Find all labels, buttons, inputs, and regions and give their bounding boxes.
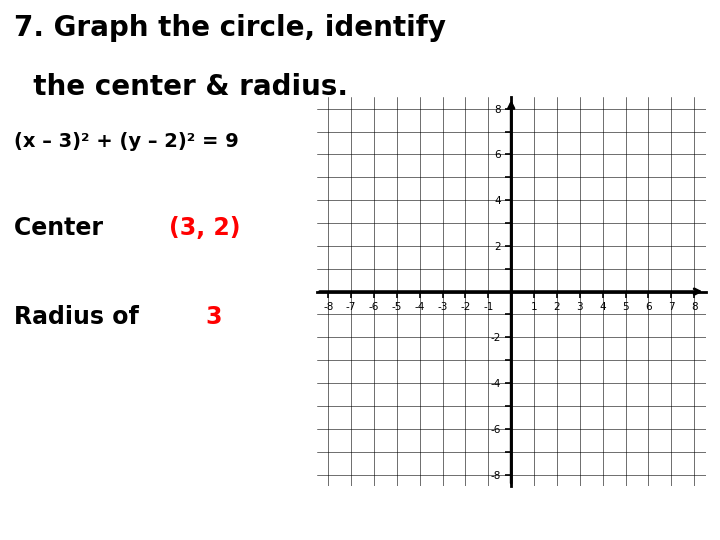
Text: 7. Graph the circle, identify: 7. Graph the circle, identify (14, 14, 446, 42)
Text: (3, 2): (3, 2) (169, 216, 240, 240)
Text: Radius of: Radius of (14, 305, 148, 329)
Text: (x – 3)² + (y – 2)² = 9: (x – 3)² + (y – 2)² = 9 (14, 132, 239, 151)
Text: the center & radius.: the center & radius. (14, 73, 348, 101)
Text: 3: 3 (205, 305, 222, 329)
Text: Center: Center (14, 216, 120, 240)
